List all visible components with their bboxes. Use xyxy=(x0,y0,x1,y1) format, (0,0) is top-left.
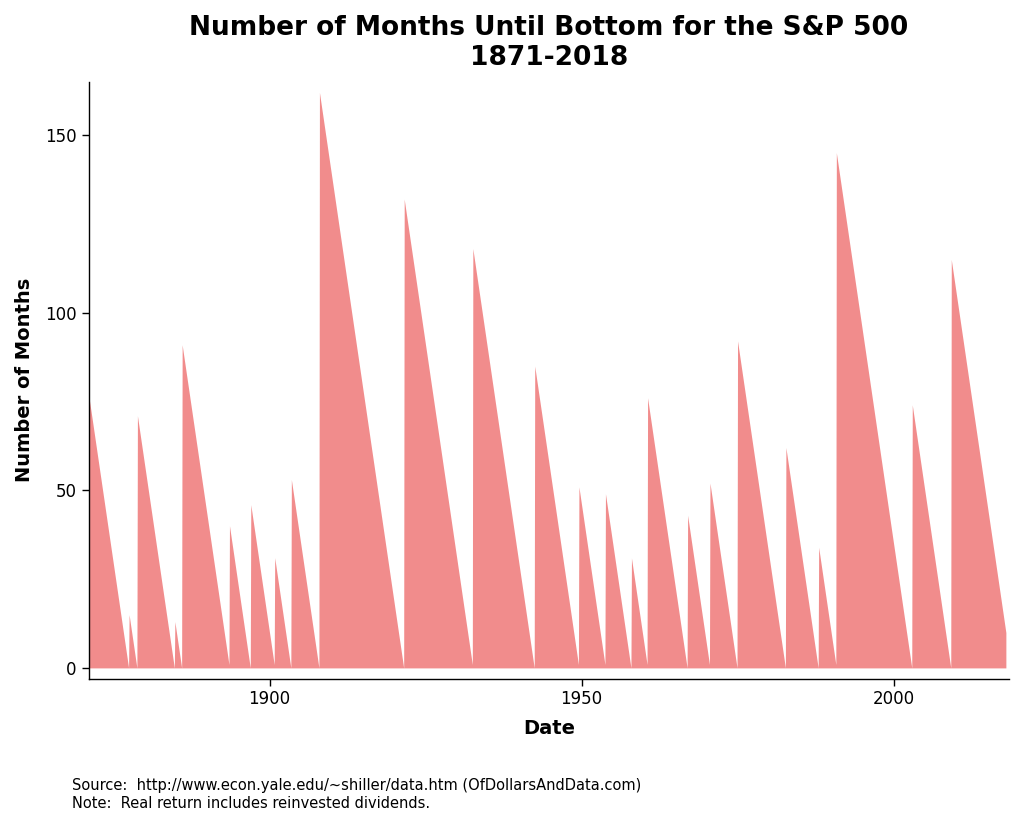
Text: Source:  http://www.econ.yale.edu/~shiller/data.htm (OfDollarsAndData.com)
Note:: Source: http://www.econ.yale.edu/~shille… xyxy=(72,778,641,811)
Y-axis label: Number of Months: Number of Months xyxy=(15,278,34,482)
X-axis label: Date: Date xyxy=(523,719,574,739)
Title: Number of Months Until Bottom for the S&P 500
1871-2018: Number of Months Until Bottom for the S&… xyxy=(189,15,908,71)
